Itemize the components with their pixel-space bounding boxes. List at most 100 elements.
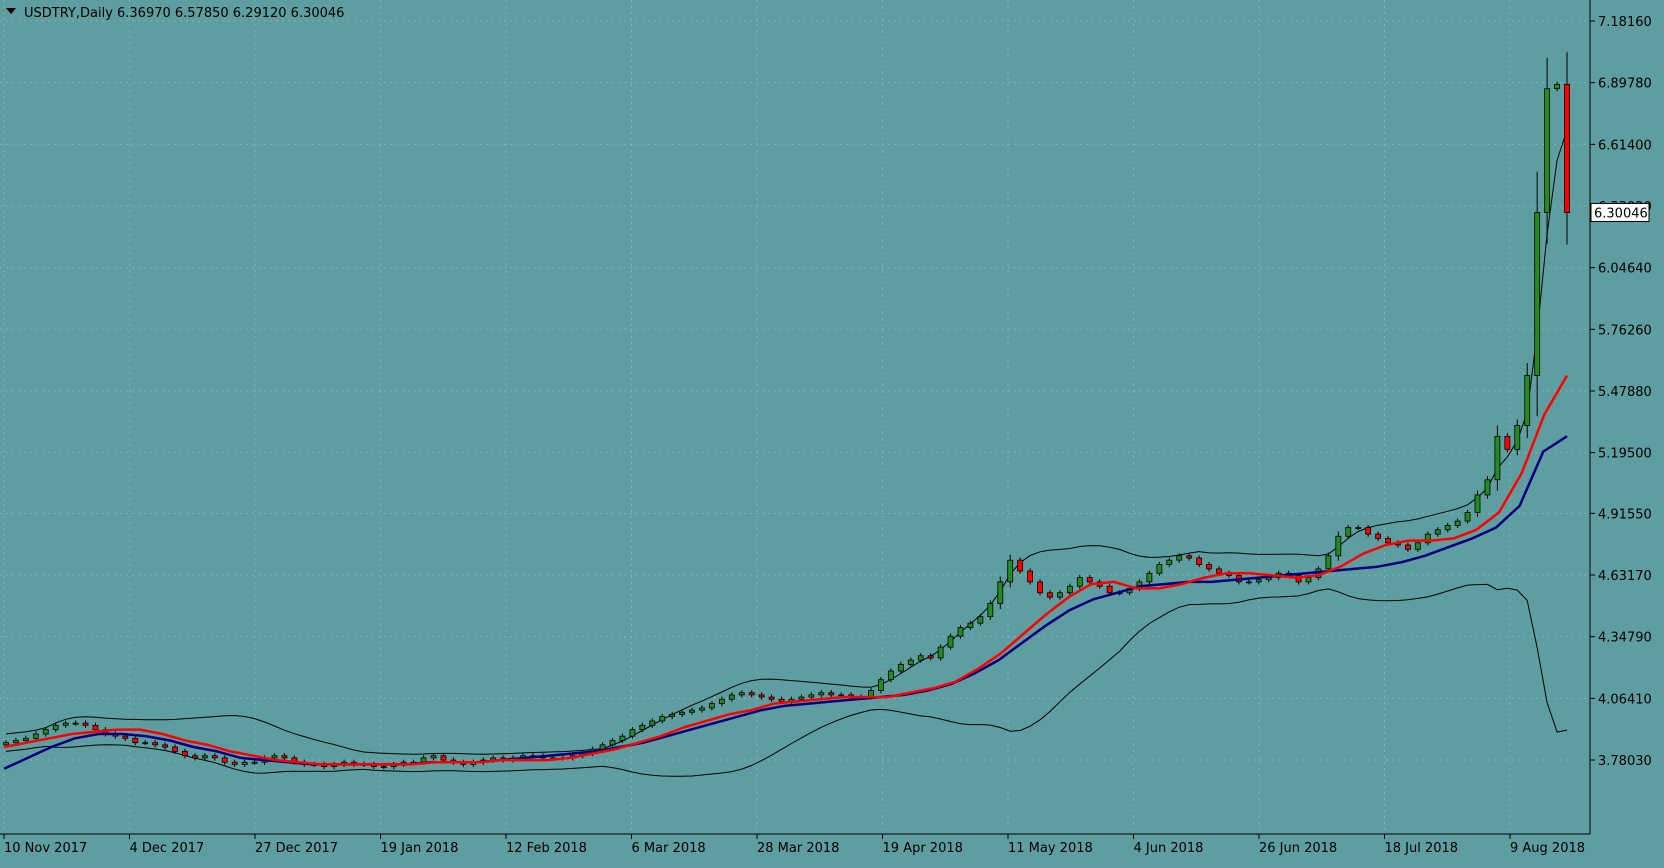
candle-body: [430, 755, 437, 759]
candle-body: [808, 694, 815, 698]
current-price-marker: 6.30046: [1590, 202, 1650, 222]
candle-body: [669, 714, 676, 718]
candle-bull: [1444, 522, 1451, 533]
candle-bull: [689, 707, 695, 715]
candle-bull: [639, 722, 646, 733]
candle-body: [1355, 527, 1362, 529]
candle-body: [1076, 577, 1083, 587]
candle-bull: [1345, 524, 1352, 539]
candle-body: [619, 735, 626, 741]
candle-body: [1564, 83, 1570, 213]
current-price-label: 6.30046: [1594, 206, 1648, 221]
x-tick-label: 6 Mar 2018: [632, 841, 706, 856]
candle-bull: [1325, 552, 1332, 573]
candle-body: [1066, 585, 1073, 594]
candle-bull: [709, 700, 715, 711]
y-tick-label: 5.76260: [1598, 323, 1652, 338]
candle-bull: [1424, 531, 1431, 546]
candle-body: [828, 692, 835, 696]
candle-body: [937, 646, 944, 659]
candle-bear: [162, 742, 168, 750]
candle-body: [1007, 559, 1014, 583]
candle-bull: [967, 620, 974, 631]
candle-body: [1534, 212, 1541, 376]
candle-bull: [1335, 531, 1342, 561]
candle-body: [1365, 527, 1372, 535]
candle-bear: [231, 759, 238, 768]
candle-bull: [72, 720, 79, 726]
candle-bull: [977, 614, 984, 626]
candle-bear: [1206, 561, 1212, 572]
candle-body: [1027, 570, 1033, 583]
x-tick-label: 4 Jun 2018: [1134, 841, 1204, 856]
candle-body: [1504, 435, 1511, 450]
y-tick-label: 5.19500: [1598, 447, 1652, 462]
candle-body: [1255, 579, 1262, 583]
candle-body: [1514, 425, 1521, 450]
candle-body: [679, 711, 686, 715]
candle-bull: [251, 759, 258, 765]
candle-bull: [1514, 419, 1521, 456]
candle-body: [1464, 511, 1471, 522]
candle-body: [1017, 559, 1024, 572]
candle-body: [162, 744, 168, 748]
candle-bull: [1434, 527, 1441, 537]
candle-body: [152, 742, 159, 746]
candle-body: [440, 755, 447, 761]
candle-body: [1554, 83, 1560, 90]
y-tick-label: 4.06410: [1598, 692, 1652, 707]
candle-bull: [728, 692, 735, 702]
candle-bull: [1355, 524, 1362, 531]
candle-bear: [748, 690, 755, 698]
candle-body: [1444, 525, 1451, 531]
candle-bear: [1186, 553, 1193, 561]
candle-body: [1494, 435, 1501, 481]
candle-body: [1454, 520, 1461, 526]
candle-bear: [132, 735, 139, 746]
chart-symbol-title: USDTRY,Daily: [24, 6, 113, 21]
candle-body: [897, 664, 904, 672]
candle-bull: [1245, 579, 1252, 585]
candle-body: [13, 740, 19, 744]
collapse-triangle-icon[interactable]: [6, 8, 16, 14]
candle-body: [907, 659, 914, 665]
candle-bull: [659, 714, 666, 724]
candle-bear: [1037, 579, 1043, 596]
candle-body: [1057, 592, 1063, 598]
candle-bear: [1027, 568, 1033, 585]
candle-bull: [619, 733, 626, 744]
candle-bull: [1057, 590, 1063, 600]
candle-body: [1047, 592, 1053, 598]
candle-body: [1037, 581, 1043, 594]
candle-body: [1186, 555, 1193, 559]
candle-bear: [1405, 542, 1411, 552]
candle-bear: [768, 694, 775, 702]
candle-bear: [211, 753, 218, 761]
candle-body: [1414, 542, 1421, 550]
candle-body: [251, 761, 258, 764]
candle-bull: [1534, 171, 1541, 417]
candle-bull: [1176, 553, 1183, 563]
candle-bull: [818, 690, 825, 698]
candle-bull: [142, 740, 149, 746]
candle-bear: [172, 744, 178, 754]
candle-body: [1335, 535, 1342, 557]
candle-body: [1206, 564, 1212, 570]
x-tick-label: 19 Jan 2018: [381, 841, 459, 856]
candle-body: [887, 670, 894, 681]
candle-body: [917, 655, 924, 661]
candle-body: [1086, 577, 1093, 583]
plot-area: [0, 0, 1590, 834]
candle-body: [62, 722, 69, 726]
ohlc-readout: 6.36970 6.57850 6.29120 6.30046: [117, 6, 344, 21]
candle-bull: [241, 759, 248, 768]
candle-body: [1245, 581, 1252, 584]
candle-body: [639, 724, 646, 731]
candle-body: [957, 627, 964, 637]
candle-body: [629, 729, 636, 737]
candle-body: [1405, 544, 1411, 550]
candle-body: [748, 692, 755, 696]
candle-body: [3, 742, 9, 746]
